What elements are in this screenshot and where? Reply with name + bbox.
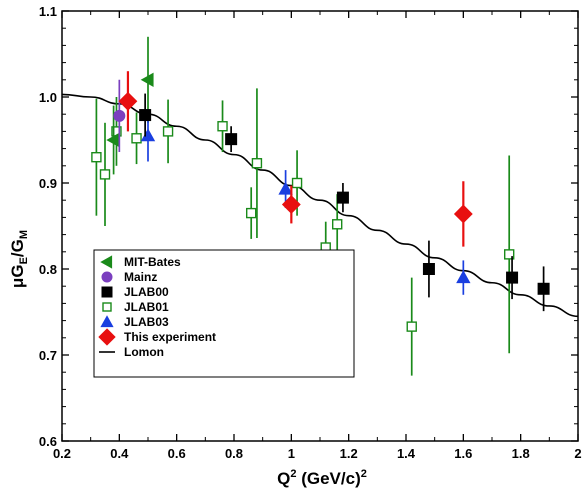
this-experiment-point [281,195,301,214]
y-tick-label: 0.8 [39,262,57,277]
x-tick-label: 2 [574,446,581,461]
series-jlab01 [91,88,515,376]
mit-bates-point [140,72,154,87]
plot-frame [61,10,579,442]
jlab00-point [139,109,152,122]
legend-label-mainz: Mainz [124,270,157,284]
legend-label-mit-bates: MIT-Bates [124,255,181,269]
jlab03-point [140,128,156,142]
jlab01-point [131,133,142,144]
x-axis-title-units: (GeV/c) [296,469,360,488]
y-axis-title-g1: G [8,264,27,277]
y-axis-title: μGE/GM [8,230,30,288]
legend-swatch-jlab00 [101,286,113,298]
data-points-layer [91,36,550,376]
legend-box [93,249,355,378]
jlab01-point [245,207,257,219]
jlab01-point [162,126,174,137]
jlab01-point [217,121,228,132]
x-tick-label: 1.4 [397,446,416,461]
y-tick-label: 0.7 [39,348,57,363]
jlab03-point [456,270,471,284]
x-tick-label: 0.4 [110,446,129,461]
jlab01-point [332,219,343,230]
x-tick-label: 0.6 [168,446,186,461]
legend-label-jlab03: JLAB03 [124,315,169,329]
legend-swatch-mainz [101,271,113,283]
jlab00-point [506,271,519,284]
legend-label-jlab00: JLAB00 [124,285,169,299]
y-axis-title-slash: / [8,252,27,257]
jlab03-point [278,181,293,195]
series-jlab00 [139,93,550,312]
y-axis-title-sub2: M [18,230,30,239]
mainz-point [113,109,126,122]
x-axis-title-main: Q [277,469,290,488]
y-tick-label: 1.0 [39,90,57,105]
jlab00-point [422,263,435,275]
x-axis-title: Q2 (GeV/c)2 [277,468,367,488]
x-tick-label: 1 [288,446,295,461]
x-axis-title-sup: 2 [290,468,296,480]
jlab00-point [537,282,550,295]
this-experiment-point [453,204,473,224]
jlab00-point [225,133,238,146]
legend-label-this-experiment: This experiment [124,330,216,344]
y-axis-title-mu: μ [8,278,27,288]
y-tick-label: 0.9 [39,176,57,191]
jlab01-point [251,158,263,169]
legend-swatch-mit-bates [100,255,113,269]
x-axis-title-units-sup: 2 [361,468,367,480]
jlab01-point [291,177,303,189]
x-tick-label: 0.8 [225,446,243,461]
x-tick-label: 1.6 [454,446,472,461]
jlab01-point [99,169,111,180]
legend-swatch-this-experiment [98,328,116,346]
y-axis-title-g2: G [8,239,27,252]
y-tick-label: 0.6 [39,434,57,449]
legend-label-lomon: Lomon [124,345,164,359]
legend-swatch-jlab01 [102,302,112,312]
x-tick-label: 1.8 [512,446,530,461]
this-experiment-point [118,91,138,111]
legend-swatch-jlab03 [100,315,114,328]
jlab01-point [504,249,515,260]
jlab01-point [406,321,417,332]
jlab00-point [336,191,349,204]
series-this-experiment [118,71,473,247]
tick-labels: 0.2 0.4 0.6 0.8 1 1.2 1.4 1.6 1.8 2 0.6 0.7 0.8 0.9 1.… [39,4,582,461]
series-mainz [113,79,126,153]
x-tick-label: 1.2 [340,446,358,461]
jlab01-point [91,151,102,163]
y-axis-title-sub1: E [18,257,30,264]
legend-label-jlab01: JLAB01 [124,300,169,314]
x-tick-label: 0.2 [53,446,71,461]
y-tick-label: 1.1 [39,4,57,19]
